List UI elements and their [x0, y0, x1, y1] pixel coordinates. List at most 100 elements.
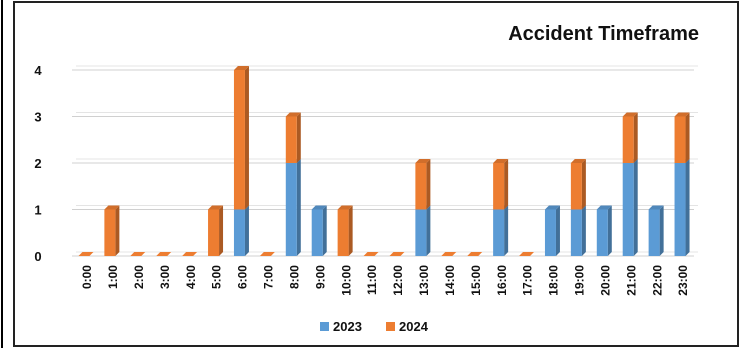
bar-top-face	[415, 159, 431, 163]
bar-2024-8:00	[285, 112, 301, 163]
legend: 2023 2024	[320, 319, 429, 334]
legend-label-2024: 2024	[399, 319, 429, 334]
bar-2023-23:00	[674, 159, 690, 256]
bar-2023-8:00	[285, 159, 301, 256]
bar-front-face	[544, 209, 556, 256]
bar-side-face	[555, 205, 560, 256]
bar-2024-5:00	[208, 205, 224, 256]
bar-side-face	[426, 205, 431, 256]
x-tick-label: 10:00	[339, 265, 353, 296]
bar-front-face	[570, 209, 582, 256]
bars	[78, 66, 690, 256]
x-tick-label: 0:00	[80, 265, 94, 289]
bar-side-face	[607, 205, 612, 256]
x-tick-label: 6:00	[236, 265, 250, 289]
x-tick-label: 13:00	[417, 265, 431, 296]
bar-side-face	[659, 205, 664, 256]
x-tick-label: 9:00	[313, 265, 327, 289]
bar-top-face	[596, 205, 612, 210]
bar-2024-13:00	[415, 159, 431, 210]
bar-side-face	[685, 159, 690, 256]
x-tick-label: 20:00	[598, 265, 612, 296]
zero-bar-15:00	[467, 252, 483, 256]
bar-2023-22:00	[648, 205, 664, 256]
x-tick-label: 19:00	[573, 265, 587, 296]
bar-front-face	[415, 163, 427, 210]
bar-top-face	[311, 205, 327, 210]
bar-top-face	[544, 205, 560, 210]
x-tick-label: 14:00	[443, 265, 457, 296]
x-tick-label: 11:00	[365, 265, 379, 295]
x-tick-label: 1:00	[106, 265, 120, 289]
x-tick-label: 18:00	[547, 265, 561, 296]
bar-top-face	[622, 112, 638, 117]
bar-side-face	[244, 205, 249, 256]
bar-2023-6:00	[233, 205, 249, 256]
y-axis-ticks: 0 1 2 3 4	[34, 63, 42, 264]
bar-2024-10:00	[337, 205, 353, 256]
chart-title: Accident Timeframe	[508, 23, 699, 45]
bar-side-face	[296, 159, 301, 256]
x-tick-label: 5:00	[210, 265, 224, 289]
y-tick-label: 3	[34, 110, 41, 125]
gridlines	[72, 65, 698, 257]
bar-side-face	[633, 159, 638, 256]
bar-front-face	[285, 116, 297, 163]
bar-front-face	[104, 209, 116, 256]
bar-front-face	[233, 209, 245, 256]
x-tick-label: 15:00	[469, 265, 483, 296]
bar-front-face	[311, 209, 323, 256]
bar-2024-16:00	[493, 159, 509, 210]
bar-2023-21:00	[622, 159, 638, 256]
bar-2024-23:00	[674, 112, 690, 163]
bar-side-face	[581, 159, 586, 210]
bar-side-face	[581, 205, 586, 256]
bar-2024-19:00	[570, 159, 586, 210]
bar-front-face	[674, 163, 686, 256]
bar-side-face	[504, 205, 509, 256]
x-tick-label: 12:00	[391, 265, 405, 296]
x-tick-label: 8:00	[287, 265, 301, 289]
x-tick-label: 7:00	[262, 265, 276, 289]
bar-front-face	[596, 209, 608, 256]
bar-top-face	[648, 205, 664, 210]
bar-side-face	[115, 205, 120, 256]
zero-bar-17:00	[519, 252, 535, 256]
bar-side-face	[244, 66, 249, 210]
y-tick-label: 1	[34, 203, 41, 218]
y-tick-label: 0	[34, 249, 41, 264]
bar-front-face	[285, 163, 297, 256]
bar-2023-19:00	[570, 205, 586, 256]
bar-front-face	[674, 116, 686, 163]
bar-front-face	[493, 209, 505, 256]
x-axis-ticks: 0:00 1:00 2:00 3:00 4:00 5:00 6:00 7:00 8:00 9:00…	[80, 265, 690, 296]
bar-top-face	[233, 66, 249, 70]
bar-side-face	[426, 159, 431, 210]
legend-swatch-2024	[386, 322, 395, 331]
bar-top-face	[337, 205, 353, 210]
bar-front-face	[337, 209, 349, 256]
bar-side-face	[348, 205, 353, 256]
zero-bar-14:00	[441, 252, 457, 256]
bar-front-face	[648, 209, 660, 256]
bar-2023-16:00	[493, 205, 509, 256]
bar-top-face	[285, 112, 301, 117]
x-tick-label: 17:00	[521, 265, 535, 296]
bar-2024-6:00	[233, 66, 249, 210]
legend-label-2023: 2023	[333, 319, 362, 334]
bar-side-face	[685, 112, 690, 163]
bar-front-face	[233, 70, 245, 210]
bar-side-face	[296, 112, 301, 163]
bar-front-face	[415, 209, 427, 256]
bar-front-face	[570, 163, 582, 210]
zero-bar-3:00	[156, 252, 172, 256]
x-tick-label: 4:00	[184, 265, 198, 289]
bar-top-face	[570, 159, 586, 163]
bar-2023-18:00	[544, 205, 560, 256]
bar-2023-20:00	[596, 205, 612, 256]
bar-2023-9:00	[311, 205, 327, 256]
zero-bar-12:00	[389, 252, 405, 256]
bar-front-face	[622, 116, 634, 163]
